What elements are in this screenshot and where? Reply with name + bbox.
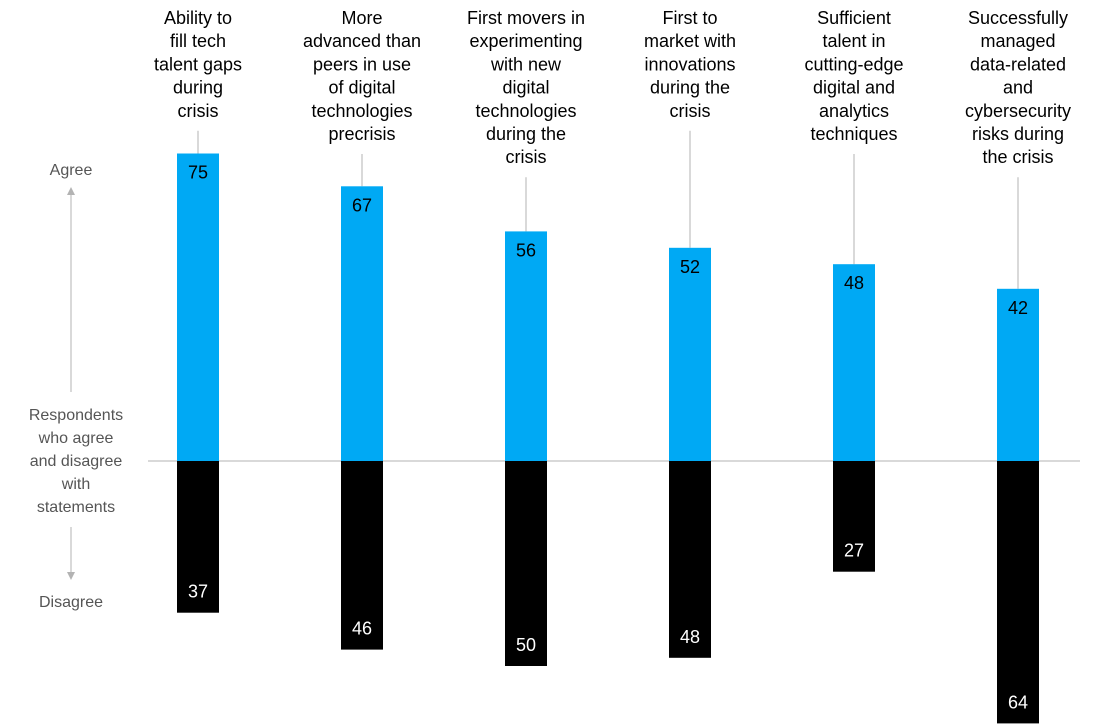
- category-label-3: First movers in experimenting with new digi…: [467, 8, 585, 167]
- category-label-5: Sufficient talent in cutting-edge digital a…: [804, 8, 903, 144]
- category-label-2: More advanced than peers in use of digital t…: [303, 8, 421, 144]
- bar-agree-1: [177, 153, 219, 461]
- value-label-agree-4: 52: [680, 257, 700, 277]
- value-label-disagree-3: 50: [516, 635, 536, 655]
- value-label-disagree-5: 27: [844, 541, 864, 561]
- value-labels: 75 37 67 46 56 50 52 48 48 27 42 64: [188, 163, 1028, 713]
- bar-disagree-6: [997, 461, 1039, 724]
- value-label-agree-1: 75: [188, 163, 208, 183]
- bars: [177, 153, 1039, 724]
- label-connectors: [197, 130, 1019, 289]
- value-label-agree-6: 42: [1008, 298, 1028, 318]
- bar-disagree-4: [669, 461, 711, 658]
- bar-disagree-2: [341, 461, 383, 650]
- category-label-1: Ability to fill tech talent gaps during cris…: [154, 8, 242, 121]
- value-label-agree-2: 67: [352, 195, 372, 215]
- value-label-agree-5: 48: [844, 273, 864, 293]
- arrow-down-icon: [67, 527, 75, 580]
- category-label-4: First to market with innovations during the…: [644, 8, 736, 121]
- vertical-axis: Agree Respondents who agree and disagree wi…: [29, 162, 123, 611]
- arrow-up-icon: [67, 187, 75, 392]
- value-label-disagree-4: 48: [680, 627, 700, 647]
- value-label-disagree-2: 46: [352, 619, 372, 639]
- bar-agree-5: [833, 264, 875, 461]
- bar-agree-2: [341, 186, 383, 462]
- axis-disagree-label: Disagree: [39, 594, 103, 611]
- value-label-disagree-1: 37: [188, 582, 208, 602]
- category-label-6: Successfully managed data-related and cybers…: [965, 8, 1071, 167]
- bar-agree-3: [505, 231, 547, 461]
- category-labels: Ability to fill tech talent gaps during cris…: [154, 8, 1071, 167]
- axis-agree-label: Agree: [50, 162, 93, 179]
- bar-agree-4: [669, 247, 711, 461]
- bar-disagree-1: [177, 461, 219, 613]
- value-label-agree-3: 56: [516, 240, 536, 260]
- bar-disagree-5: [833, 461, 875, 572]
- axis-middle-label: Respondents who agree and disagree with stat…: [29, 407, 123, 516]
- bar-disagree-3: [505, 461, 547, 666]
- bar-agree-6: [997, 288, 1039, 461]
- value-label-disagree-6: 64: [1008, 692, 1028, 712]
